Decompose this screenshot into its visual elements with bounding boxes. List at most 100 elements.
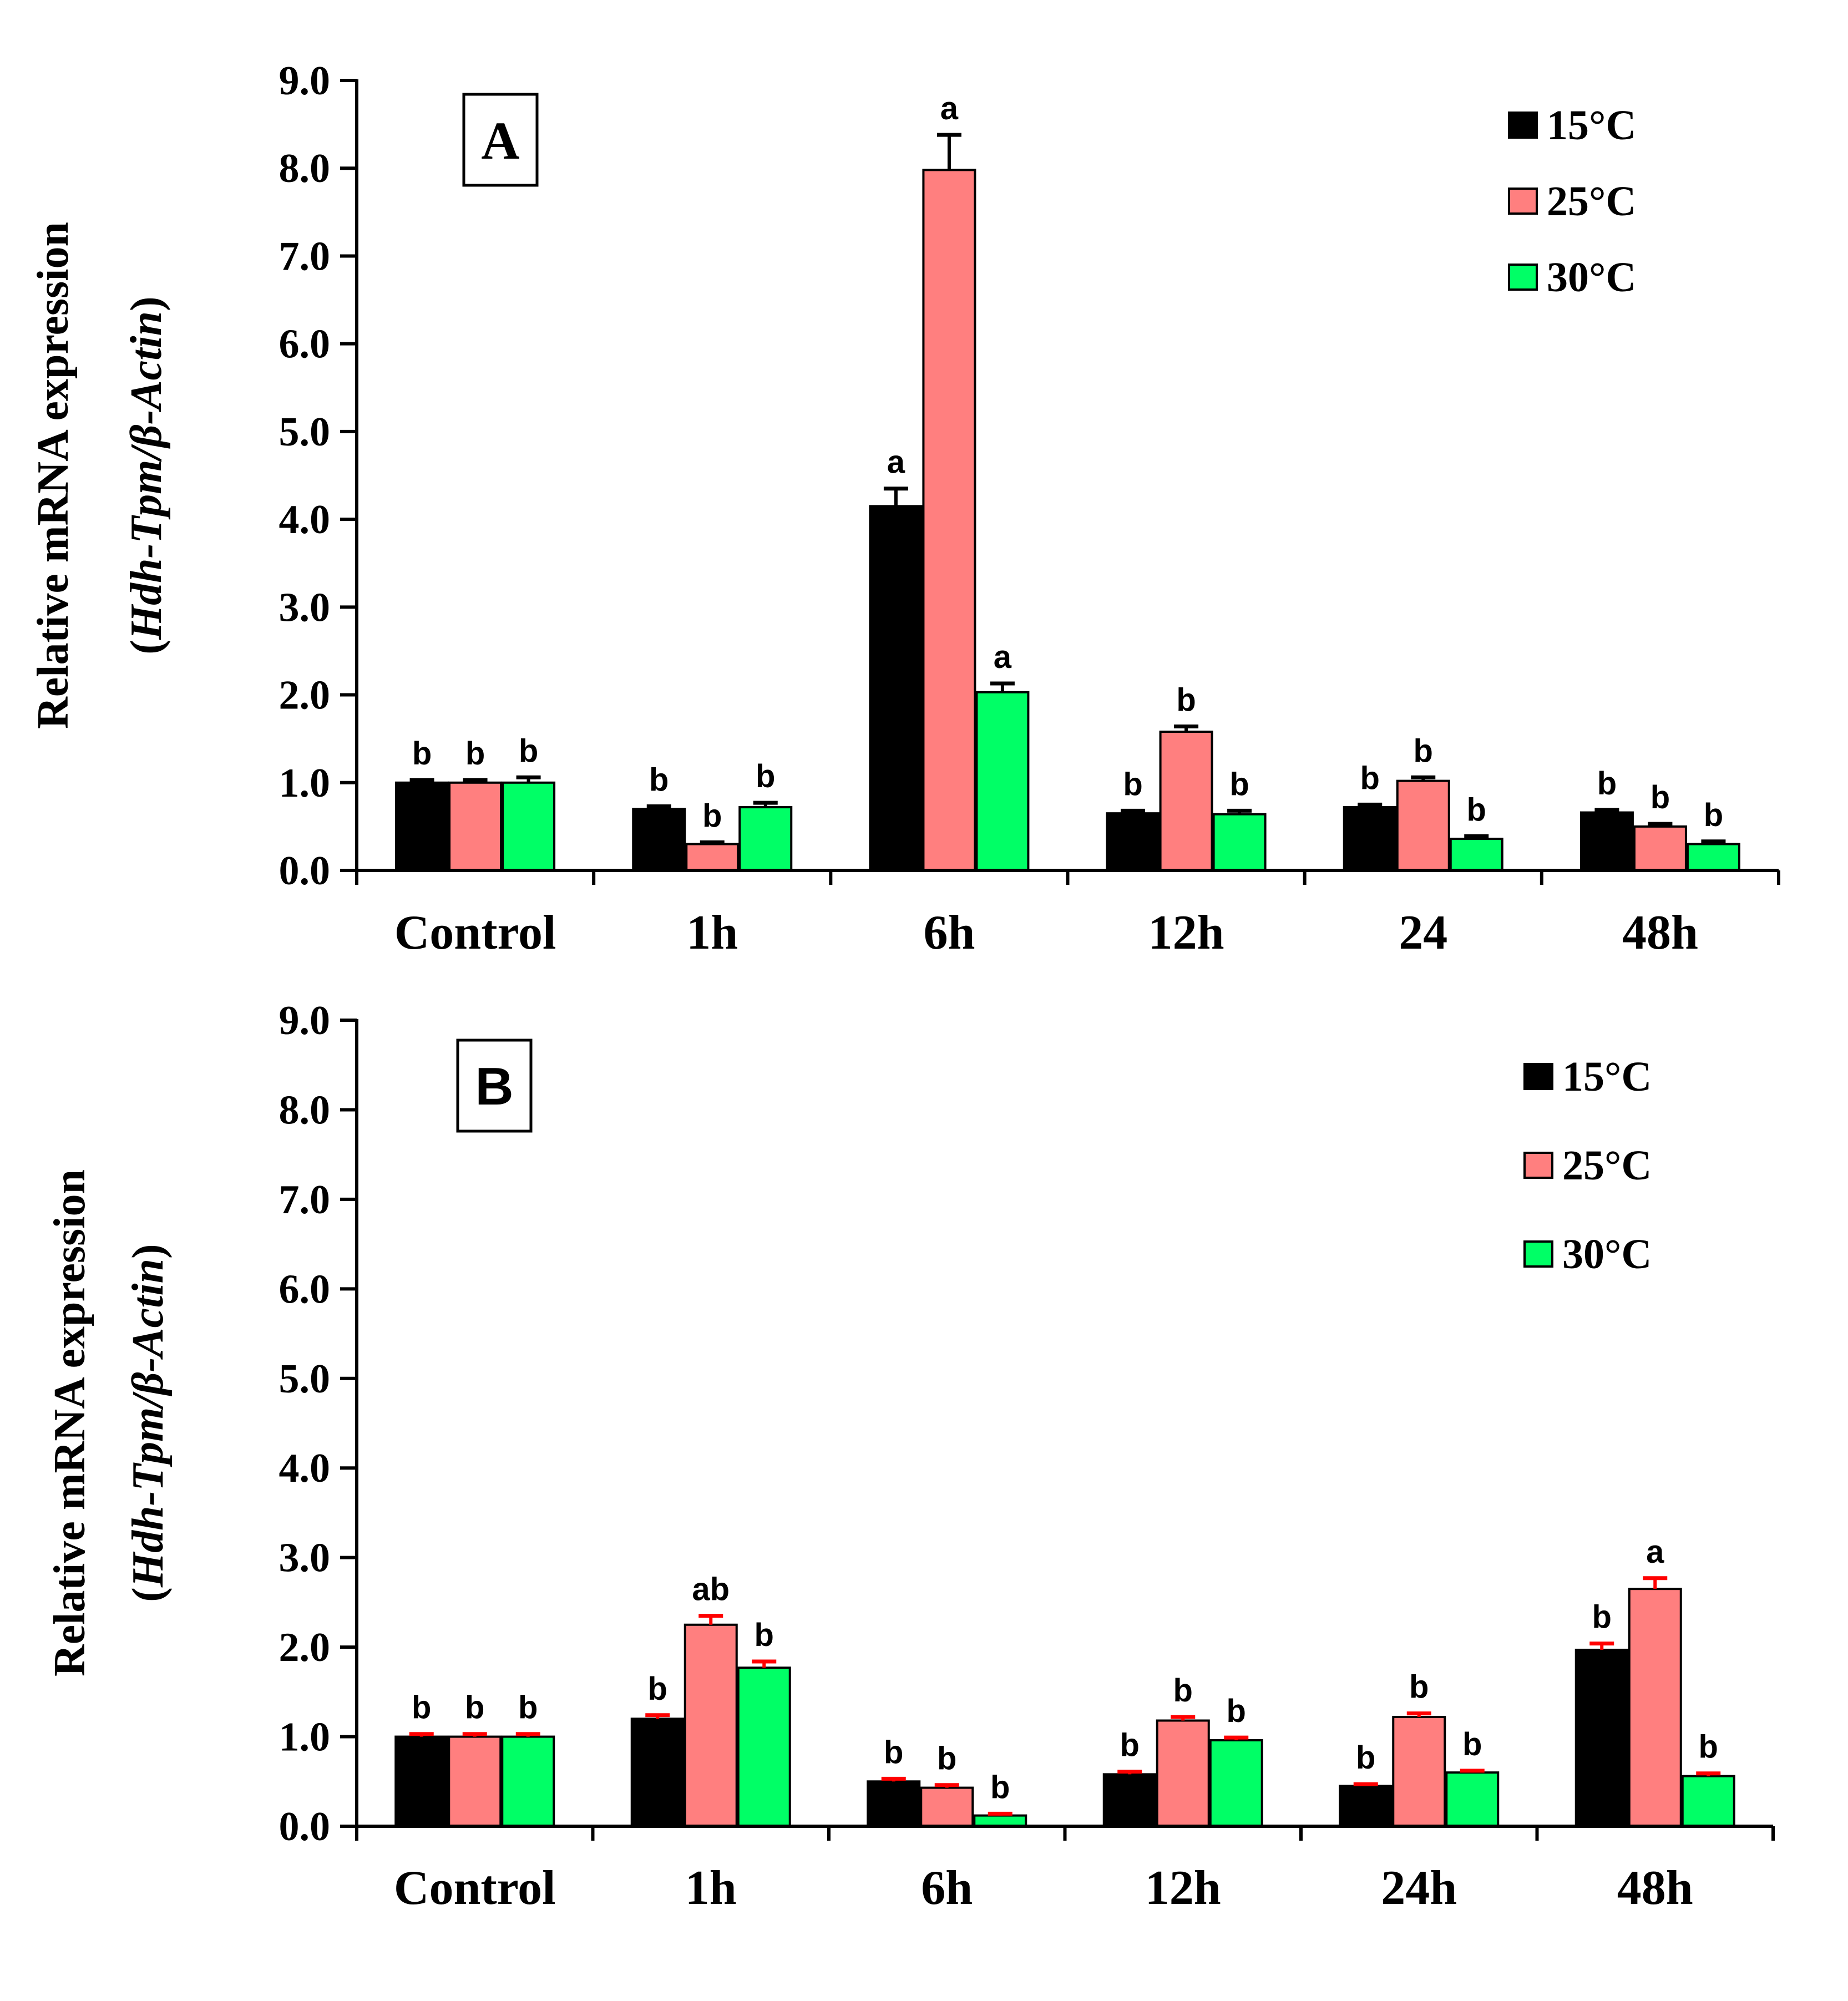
significance-label: b bbox=[1120, 1728, 1140, 1764]
significance-label: b bbox=[1123, 766, 1142, 802]
x-tick-label: 1h bbox=[685, 1861, 737, 1915]
y-tick-label: 6.0 bbox=[279, 1267, 331, 1312]
y-tick-label: 1.0 bbox=[279, 761, 331, 806]
y-tick-label: 9.0 bbox=[279, 998, 331, 1043]
y-tick-label: 4.0 bbox=[279, 497, 331, 543]
bar bbox=[1449, 838, 1503, 872]
bar bbox=[1209, 1739, 1263, 1828]
x-tick-label: 24h bbox=[1381, 1861, 1457, 1915]
y-axis-subtitle-gene: Hdh-Tpm/β-Actin bbox=[124, 1259, 173, 1588]
bar bbox=[630, 1718, 685, 1827]
bar bbox=[502, 781, 556, 872]
bar bbox=[1159, 731, 1213, 872]
significance-label: a bbox=[1646, 1534, 1664, 1570]
bar bbox=[1445, 1771, 1500, 1827]
bar bbox=[738, 806, 793, 872]
significance-label: b bbox=[1597, 766, 1617, 802]
significance-label: b bbox=[1229, 766, 1249, 802]
legend-swatch bbox=[1508, 264, 1538, 291]
significance-label: b bbox=[1699, 1729, 1718, 1765]
significance-label: b bbox=[1409, 1669, 1429, 1705]
significance-label: b bbox=[518, 1690, 538, 1726]
legend-label: 30°C bbox=[1562, 1231, 1652, 1278]
bar bbox=[1579, 811, 1634, 872]
y-axis-subtitle-open: ( bbox=[122, 640, 171, 655]
significance-label: ab bbox=[692, 1572, 730, 1608]
significance-label: b bbox=[990, 1769, 1010, 1805]
significance-label: b bbox=[1462, 1726, 1482, 1762]
y-tick-label: 7.0 bbox=[279, 234, 331, 279]
significance-label: b bbox=[649, 762, 669, 798]
bar bbox=[737, 1666, 791, 1828]
significance-label: a bbox=[940, 90, 959, 126]
bar bbox=[867, 1780, 921, 1828]
y-tick-label: 0.0 bbox=[279, 1804, 331, 1850]
y-tick-label: 4.0 bbox=[279, 1446, 331, 1491]
significance-label: b bbox=[756, 758, 775, 794]
legend-swatch bbox=[1523, 1063, 1553, 1090]
bar bbox=[1156, 1719, 1210, 1828]
legend-label: 30°C bbox=[1547, 254, 1636, 301]
y-axis-subtitle-close: ) bbox=[122, 296, 171, 311]
bar bbox=[1343, 806, 1397, 872]
significance-label: b bbox=[1704, 797, 1723, 833]
y-tick-label: 8.0 bbox=[279, 1087, 331, 1133]
y-tick-label: 0.0 bbox=[279, 848, 331, 894]
y-tick-label: 3.0 bbox=[279, 1536, 331, 1581]
bar bbox=[501, 1735, 555, 1828]
y-tick-label: 8.0 bbox=[279, 146, 331, 191]
bar bbox=[1686, 843, 1740, 872]
x-tick-label: Control bbox=[394, 1861, 556, 1915]
significance-label: b bbox=[1227, 1693, 1246, 1729]
x-tick-label: 48h bbox=[1622, 906, 1698, 960]
legend-swatch bbox=[1508, 112, 1538, 139]
bar bbox=[448, 1735, 502, 1828]
bar bbox=[1396, 779, 1450, 872]
x-tick-label: 6h bbox=[923, 906, 975, 960]
bar bbox=[395, 781, 449, 872]
significance-label: b bbox=[465, 736, 485, 772]
legend-label: 25°C bbox=[1547, 178, 1636, 225]
bar bbox=[920, 1786, 974, 1827]
bar bbox=[975, 691, 1030, 872]
significance-label: b bbox=[648, 1671, 667, 1707]
significance-label: b bbox=[1360, 760, 1380, 796]
y-axis-subtitle-close: ) bbox=[124, 1244, 173, 1259]
bar bbox=[1574, 1648, 1629, 1827]
legend-swatch bbox=[1523, 1152, 1553, 1179]
legend-label: 15°C bbox=[1562, 1053, 1652, 1100]
bar bbox=[1212, 813, 1267, 872]
bar bbox=[1628, 1588, 1682, 1827]
significance-label: b bbox=[884, 1734, 903, 1770]
significance-label: b bbox=[937, 1741, 956, 1777]
x-tick-label: Control bbox=[394, 906, 556, 960]
y-tick-label: 3.0 bbox=[279, 585, 331, 630]
significance-label: b bbox=[412, 736, 432, 772]
significance-label: b bbox=[702, 798, 722, 834]
y-tick-label: 5.0 bbox=[279, 1356, 331, 1402]
y-tick-label: 5.0 bbox=[279, 409, 331, 455]
x-tick-label: 6h bbox=[921, 1861, 973, 1915]
y-axis-subtitle-gene: Hdh-Tpm/β-Actin bbox=[122, 311, 171, 640]
legend-label: 25°C bbox=[1562, 1142, 1652, 1189]
y-axis-title: Relative mRNA expression bbox=[29, 222, 78, 729]
y-axis-subtitle: (Hdh-Tpm/β-Actin) bbox=[122, 296, 171, 654]
significance-label: b bbox=[465, 1690, 484, 1726]
legend-label: 15°C bbox=[1547, 102, 1636, 149]
bar bbox=[394, 1735, 449, 1828]
significance-label: a bbox=[887, 444, 905, 480]
significance-label: b bbox=[1592, 1599, 1612, 1635]
legend-swatch bbox=[1508, 188, 1538, 215]
significance-label: b bbox=[1356, 1740, 1375, 1776]
y-tick-label: 7.0 bbox=[279, 1177, 331, 1223]
bar bbox=[683, 1623, 738, 1827]
bar bbox=[685, 843, 740, 872]
y-tick-label: 2.0 bbox=[279, 1625, 331, 1670]
significance-label: b bbox=[519, 733, 538, 769]
panel-letter: A bbox=[481, 111, 519, 170]
bar bbox=[1339, 1785, 1393, 1828]
significance-label: b bbox=[1467, 792, 1486, 828]
bar bbox=[1392, 1716, 1446, 1828]
significance-label: b bbox=[1176, 682, 1196, 718]
